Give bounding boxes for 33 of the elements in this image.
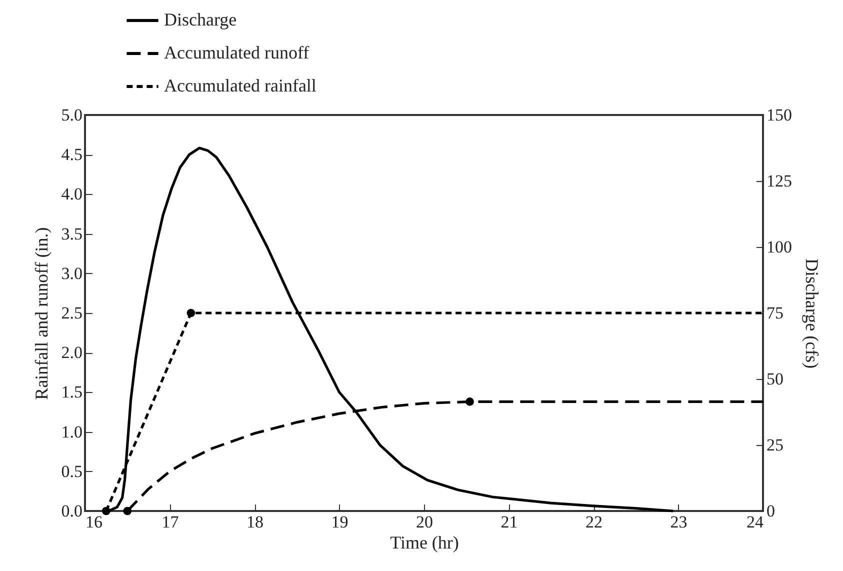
y-tick-label: 4.0 <box>61 184 82 204</box>
y2-tick-label: 150 <box>766 106 792 124</box>
y2-tick-label: 50 <box>766 370 784 388</box>
x-tick-label: 17 <box>162 512 180 532</box>
y-tick-label: 1.0 <box>61 422 82 442</box>
y-tick-label: 4.5 <box>61 145 82 164</box>
y-axis-title: Rainfall and runoff (in.) <box>31 227 52 400</box>
y2-tick-label: 25 <box>766 436 784 454</box>
legend-label: Accumulated rainfall <box>164 76 316 96</box>
y2-axis-title: Discharge (cfs) <box>802 258 822 369</box>
x-tick-label: 19 <box>331 512 348 532</box>
legend-label: Accumulated runoff <box>164 42 310 62</box>
x-tick-label: 21 <box>500 512 518 532</box>
y-tick-label: 2.5 <box>61 304 82 322</box>
y-tick-label: 5.0 <box>61 106 82 124</box>
x-tick-label: 18 <box>246 512 264 532</box>
y2-tick-label: 0 <box>766 502 775 520</box>
legend-label: Discharge <box>164 10 237 30</box>
y2-tick-label: 125 <box>766 172 792 190</box>
y-tick-label: 0.0 <box>61 502 82 520</box>
y-tick-label: 1.5 <box>61 382 82 402</box>
y-tick-label: 2.0 <box>61 343 82 362</box>
x-tick-label: 16 <box>86 512 102 532</box>
x-axis-title: Time (hr) <box>390 532 459 552</box>
x-tick-label: 24 <box>746 512 764 532</box>
y2-tick-label: 75 <box>766 304 784 322</box>
x-tick-label: 23 <box>670 512 688 532</box>
y-tick-label: 3.0 <box>61 264 82 283</box>
x-tick-label: 20 <box>416 512 433 532</box>
x-tick-label: 22 <box>586 512 602 532</box>
y-tick-label: 3.5 <box>61 224 82 244</box>
y-tick-label: 0.5 <box>61 462 82 481</box>
y2-tick-label: 100 <box>766 238 792 256</box>
